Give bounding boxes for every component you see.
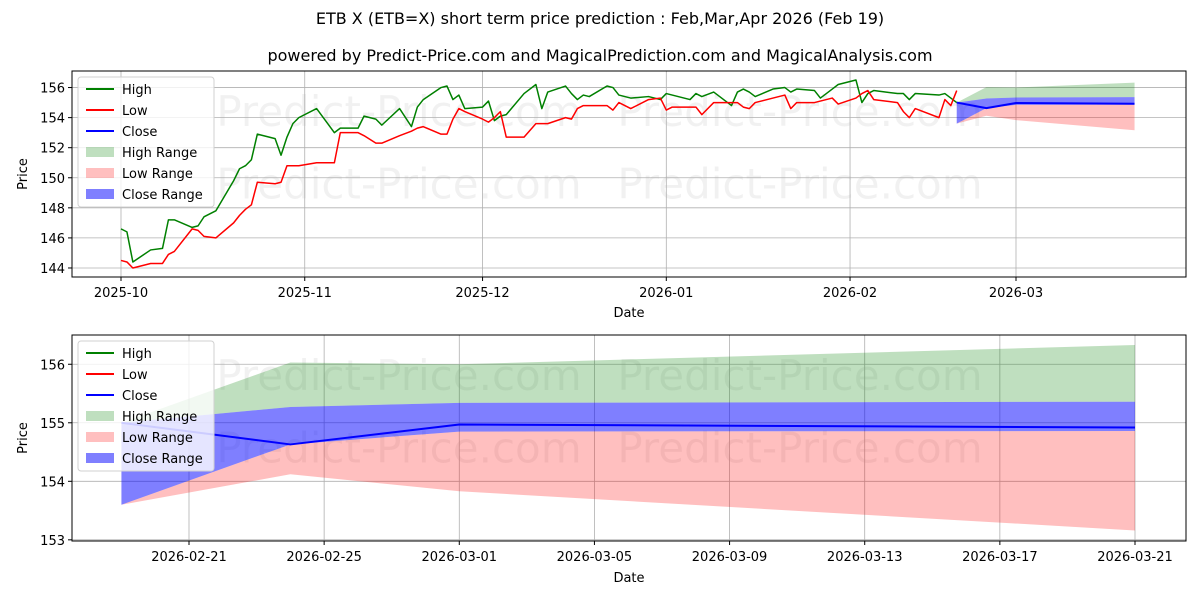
chart-title: ETB X (ETB=X) short term price predictio… [315,9,885,28]
low-range-band [121,430,1135,531]
legend-label: Low [122,368,148,383]
legend-label: High [122,83,152,98]
x-tick-label: 2026-03-01 [422,550,498,565]
watermark-text: Predict-Price.com [617,159,982,208]
bottom-chart: Predict-Price.com Predict-Price.com Predic… [16,334,1187,586]
legend-label: Close [122,389,157,404]
legend-label: Close [122,125,157,140]
x-axis-label: Date [613,306,644,321]
y-tick-label: 156 [40,358,65,373]
x-tick-label: 2026-02 [823,286,877,301]
close-range-band [121,401,1135,505]
y-tick-label: 152 [40,142,65,157]
y-axis-ticks: 153 154 155 156 [40,358,72,549]
watermark-text: Predict-Price.com [617,423,982,472]
close-range-legend-swatch [86,189,114,199]
plot-frame [71,70,1187,278]
x-tick-label: 2026-03-21 [1097,550,1173,565]
y-tick-label: 146 [40,232,65,247]
low-range-band [956,104,1135,131]
y-tick-label: 148 [40,202,65,217]
legend-label: Low [122,104,148,119]
series-layer [120,79,1135,269]
y-tick-label: 154 [40,475,65,490]
x-tick-label: 2026-02-25 [286,550,362,565]
legend-label: Close Range [122,452,203,467]
y-axis-label: Price [16,158,31,190]
close-range-legend-swatch [86,453,114,463]
y-axis-label: Price [16,422,31,454]
y-tick-label: 144 [40,262,65,277]
legend: High Low Close High Range Low Range Close Ran… [77,76,215,208]
legend-label: Low Range [122,167,193,182]
plot-area [121,344,1136,531]
x-tick-label: 2026-03-13 [827,550,903,565]
close-line [956,101,1135,110]
y-tick-label: 153 [40,534,65,549]
top-chart: Predict-Price.com Predict-Price.comPredic… [16,70,1187,321]
x-axis-ticks: 2026-02-21 2026-02-25 2026-03-01 2026-03-05… [151,541,1173,565]
x-axis-ticks: 2025-10 2025-11 2025-12 2026-01 2026-02 2026-… [94,277,1043,301]
watermark-text: Predict-Price.com [617,351,982,400]
y-tick-label: 155 [40,417,65,432]
series-layer [121,344,1136,531]
watermark: Predict-Price.com Predict-Price.comPredic… [216,87,982,208]
high-range-band [956,82,1135,103]
low-range-legend-swatch [86,168,114,178]
high-range-legend-swatch [86,147,114,157]
low-range-legend-swatch [86,432,114,442]
high-range-legend-swatch [86,411,114,421]
x-tick-label: 2026-02-21 [151,550,227,565]
legend: High Low Close High Range Low Range Close Ran… [77,340,215,472]
x-tick-label: 2026-01 [639,286,693,301]
watermark-text: Predict-Price.com [216,351,581,400]
plot-frame [71,334,1187,542]
x-tick-label: 2026-03-05 [557,550,633,565]
x-tick-label: 2025-10 [94,286,148,301]
plot-area [120,79,1135,269]
x-tick-label: 2026-03-09 [692,550,768,565]
legend-label: High [122,347,152,362]
y-tick-label: 154 [40,112,65,127]
x-axis-label: Date [613,571,644,586]
x-tick-label: 2025-11 [278,286,332,301]
watermark-text: Predict-Price.com [216,87,581,136]
low-line [120,89,958,269]
y-tick-label: 156 [40,82,65,97]
high-line [120,79,958,263]
high-range-band [121,344,1135,423]
legend-label: High Range [122,410,197,425]
y-tick-label: 150 [40,172,65,187]
x-tick-label: 2026-03-17 [962,550,1038,565]
x-tick-label: 2026-03 [989,286,1043,301]
chart-subtitle: powered by Predict-Price.com and Magical… [267,46,933,65]
legend-label: Close Range [122,188,203,203]
legend-label: High Range [122,146,197,161]
legend-label: Low Range [122,431,193,446]
x-tick-label: 2025-12 [455,286,509,301]
y-axis-ticks: 144 146 148 150 152 154 156 [40,82,72,277]
